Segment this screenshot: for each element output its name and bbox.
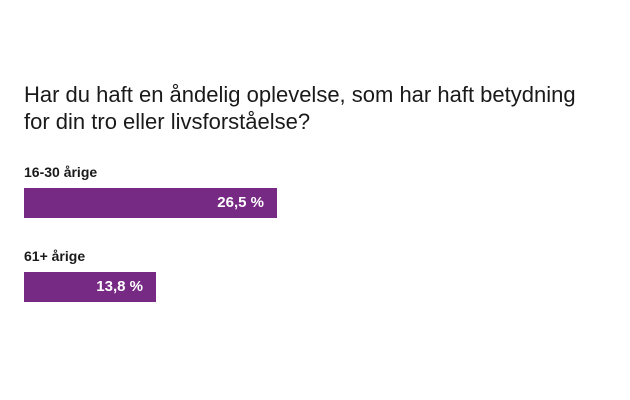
category-label: 61+ årige [24,248,86,264]
category-label: 16-30 årige [24,164,98,180]
bar: 13,8 % [24,272,156,302]
bar-value-label: 13,8 % [96,278,143,295]
bar: 26,5 % [24,188,277,218]
bar-value-label: 26,5 % [217,194,264,211]
chart-title: Har du haft en åndelig oplevelse, som ha… [24,82,576,134]
